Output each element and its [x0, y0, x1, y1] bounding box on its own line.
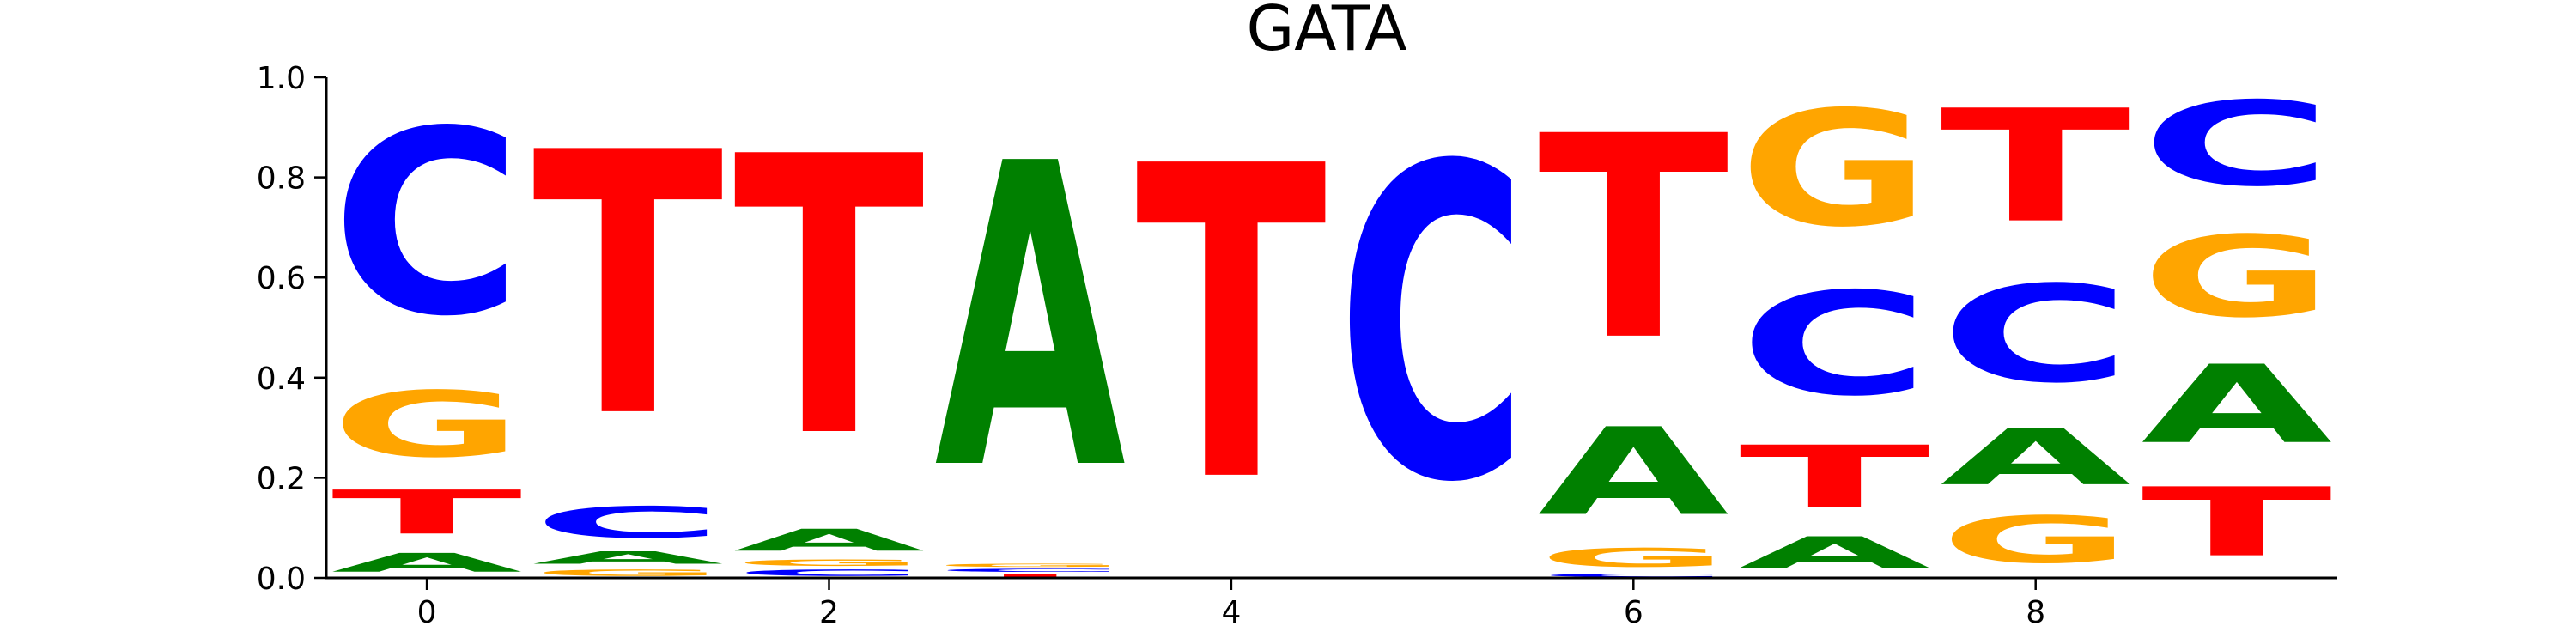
axes: [325, 77, 2337, 580]
y-tick-label: 0.2: [257, 461, 306, 496]
logo-letter-t: T: [1538, 76, 1730, 401]
logo-letter-c: C: [1739, 262, 1929, 428]
logo-letter-t: T: [934, 573, 1125, 578]
logo-letter-g: G: [532, 568, 723, 578]
x-axis-ticks: 0 2 4 6 8: [417, 578, 2045, 630]
logo-letter-t: T: [2142, 468, 2332, 578]
y-tick-label: 1.0: [257, 61, 306, 96]
x-tick-label: 8: [2026, 595, 2045, 630]
x-tick-label: 6: [1624, 595, 1643, 630]
logo-letter-a: A: [1940, 413, 2130, 503]
x-tick-label: 4: [1221, 595, 1241, 630]
logo-letter-g: G: [1940, 502, 2130, 578]
logo-letter-t: T: [1136, 76, 1328, 576]
y-tick-label: 0.0: [257, 562, 306, 597]
y-axis-ticks: 0.0 0.2 0.4 0.6 0.8 1.0: [257, 61, 326, 597]
logo-letter-t: T: [733, 77, 926, 522]
logo-letter-g: G: [2142, 213, 2332, 343]
chart-title: GATA: [1246, 0, 1406, 64]
logo-letter-c: C: [1337, 76, 1528, 576]
logo-letter-a: A: [532, 548, 723, 568]
logo-letter-c: C: [1940, 257, 2130, 412]
logo-letter-g: G: [331, 373, 522, 477]
y-tick-label: 0.6: [257, 261, 306, 296]
logo-letter-a: A: [331, 548, 522, 578]
logo-letter-c: C: [532, 498, 723, 548]
logo-letter-a: A: [2142, 343, 2332, 468]
logo-letter-g: G: [1739, 77, 1929, 262]
logo-letter-c: C: [1538, 573, 1728, 578]
x-tick-label: 2: [819, 595, 839, 630]
logo-letter-g: G: [733, 558, 924, 568]
logo-letter-a: A: [934, 77, 1127, 562]
logo-letter-a: A: [733, 523, 924, 558]
logo-letter-t: T: [331, 477, 522, 548]
logo-letter-c: C: [934, 568, 1125, 573]
logo-letter-c: C: [2142, 77, 2332, 212]
logo-letter-g: G: [934, 563, 1125, 568]
y-tick-label: 0.8: [257, 161, 306, 197]
logo-letter-t: T: [1739, 428, 1929, 528]
logo-letter-t: T: [1940, 77, 2132, 258]
y-tick-label: 0.4: [257, 361, 306, 397]
logo-letter-t: T: [532, 76, 725, 496]
x-tick-label: 0: [417, 595, 437, 630]
logo-letter-c: C: [733, 568, 924, 578]
logo-letter-a: A: [1538, 403, 1728, 543]
logo-letter-g: G: [1538, 543, 1728, 573]
logo-letter-a: A: [1739, 527, 1929, 577]
logo-letter-c: C: [331, 76, 522, 372]
